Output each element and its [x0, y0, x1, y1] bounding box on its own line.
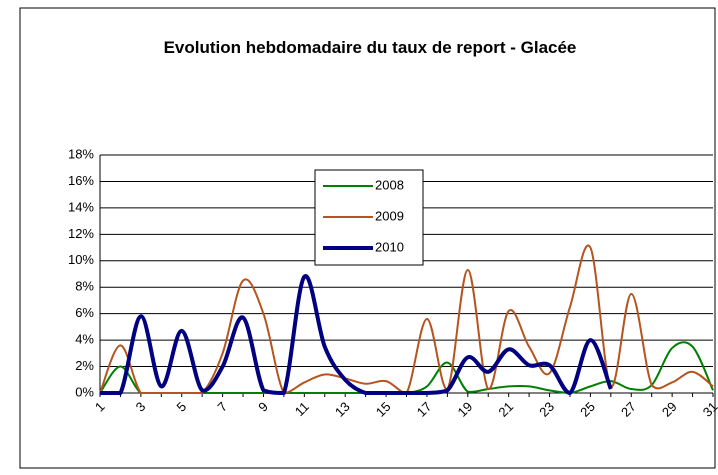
y-tick-label: 12% — [68, 226, 94, 241]
y-tick-label: 18% — [68, 146, 94, 161]
y-tick-label: 16% — [68, 173, 94, 188]
y-tick-label: 8% — [75, 279, 94, 294]
x-tick-label: 31 — [700, 399, 718, 420]
y-tick-label: 10% — [68, 252, 94, 267]
series-line — [100, 274, 613, 395]
y-tick-label: 0% — [75, 384, 94, 399]
y-tick-label: 2% — [75, 358, 94, 373]
legend-label: 2009 — [375, 208, 404, 223]
chart-title: Evolution hebdomadaire du taux de report… — [163, 38, 577, 57]
y-tick-label: 4% — [75, 332, 94, 347]
y-tick-label: 6% — [75, 305, 94, 320]
legend-label: 2010 — [375, 239, 404, 254]
legend-label: 2008 — [375, 177, 404, 192]
y-tick-label: 14% — [68, 199, 94, 214]
